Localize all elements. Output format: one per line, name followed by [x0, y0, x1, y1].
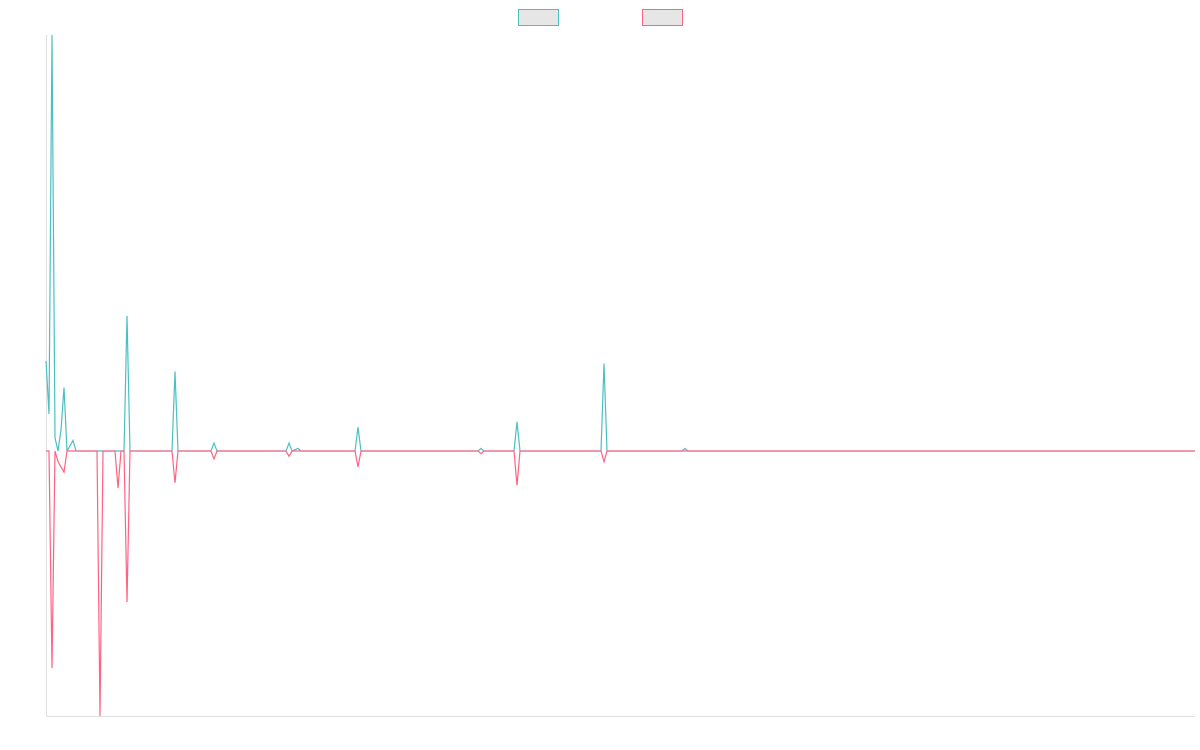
series-line [45, 34, 1195, 454]
legend-swatch[interactable] [518, 9, 559, 26]
legend-swatch[interactable] [642, 9, 683, 26]
series-line [46, 450, 1195, 717]
